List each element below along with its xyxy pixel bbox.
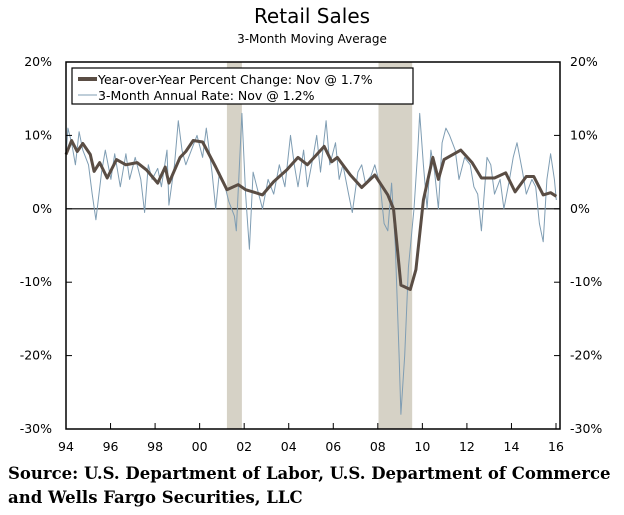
source-line-1: Source: U.S. Department of Labor, U.S. D… [8,464,611,483]
x-axis: 94 96 98 00 02 04 06 08 10 12 14 16 [58,423,564,454]
x-tick-label: 16 [548,439,564,454]
y-tick-label-right: 0% [570,201,590,216]
y-tick-label-left: -10% [20,274,52,289]
x-tick-label: 02 [236,439,252,454]
legend-box [71,67,414,105]
y-tick-label-right: -10% [570,274,602,289]
legend-label-3m: 3-Month Annual Rate: Nov @ 1.2% [98,88,315,103]
x-tick-label: 98 [147,439,163,454]
x-tick-label: 14 [504,439,520,454]
y-tick-label-right: 20% [570,54,598,69]
recession-band [226,62,242,429]
x-tick-label: 06 [325,439,341,454]
plot-frame [65,61,561,430]
y-tick-label-left: 10% [24,127,52,142]
x-tick-label: 04 [281,439,297,454]
x-tick-label: 94 [58,439,74,454]
y-tick-label-left: 0% [32,201,52,216]
x-tick-label: 00 [192,439,208,454]
y-tick-label-right: -30% [570,421,602,436]
x-tick-label: 96 [103,439,119,454]
chart-subtitle: 3-Month Moving Average [237,32,387,46]
x-tick-label: 10 [414,439,430,454]
y-tick-label-right: -20% [570,348,602,363]
recession-shading [226,62,413,429]
source-note: Source: U.S. Department of Labor, U.S. D… [8,462,618,510]
series-line-3m-annual-rate [65,112,557,415]
y-tick-label-left: 20% [24,54,52,69]
legend: Year-over-Year Percent Change: Nov @ 1.7… [71,67,414,105]
y-tick-label-left: -30% [20,421,52,436]
legend-label-yoy: Year-over-Year Percent Change: Nov @ 1.7… [97,72,373,87]
y-tick-label-right: 10% [570,127,598,142]
x-tick-label: 12 [459,439,475,454]
line-chart: 20% 20% 10% 10% 0% 0% -10% -10% -20% -20% -30% -30%… [20,54,603,454]
y-axis: 20% 20% 10% 10% 0% 0% -10% -10% -20% -20% -30% -30% [20,54,603,436]
series-lines [64,112,558,415]
x-tick-label: 08 [370,439,386,454]
source-line-2: and Wells Fargo Securities, LLC [8,488,303,507]
y-tick-label-left: -20% [20,348,52,363]
chart-title: Retail Sales [253,4,371,28]
series-line-yoy [64,139,558,291]
